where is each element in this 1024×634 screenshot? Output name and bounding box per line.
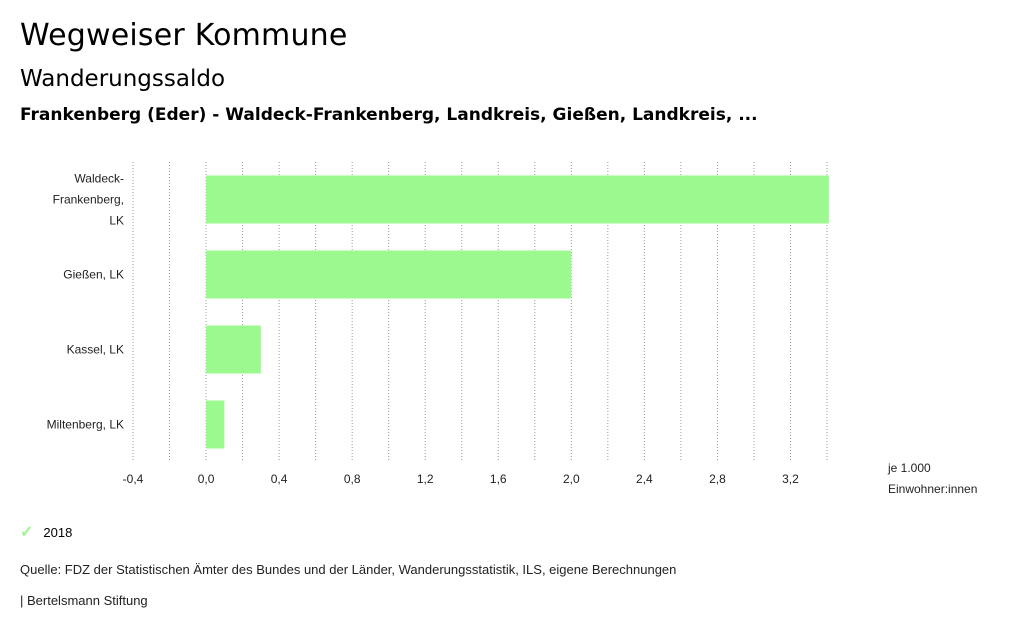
category-label: Gießen, LK — [63, 268, 124, 282]
x-tick-label: -0,4 — [123, 472, 144, 486]
bar — [206, 400, 225, 449]
legend-label: 2018 — [43, 524, 73, 540]
x-tick-label: 2,8 — [709, 472, 726, 486]
chart-subtitle: Wanderungssaldo — [20, 66, 226, 92]
grid-lines — [132, 162, 828, 462]
checkmark-icon: ✓ — [20, 524, 34, 541]
source-note: Quelle: FDZ der Statistischen Ämter des … — [20, 562, 677, 577]
bar — [206, 175, 829, 224]
x-tick-label: 0,4 — [271, 472, 288, 486]
category-label: Kassel, LK — [67, 343, 124, 357]
category-label: LK — [109, 214, 124, 228]
x-tick-label: 3,2 — [782, 472, 799, 486]
region-title: Frankenberg (Eder) - Waldeck-Frankenberg… — [20, 105, 758, 125]
bars — [206, 175, 829, 449]
x-tick-label: 2,0 — [563, 472, 580, 486]
x-tick-label: 1,6 — [490, 472, 507, 486]
x-tick-label: 0,8 — [344, 472, 361, 486]
x-tick-label: 0,0 — [198, 472, 215, 486]
bar — [206, 250, 572, 299]
x-tick-labels: -0,4 0,0 0,4 0,8 1,2 1,6 2,0 2,4 2,8 3,2 — [123, 472, 799, 486]
unit-label-line: je 1.000 — [887, 461, 931, 475]
category-label: Frankenberg, — [53, 193, 124, 207]
bar — [206, 325, 261, 374]
legend-item-2018[interactable]: ✓ 2018 — [20, 522, 72, 542]
category-label: Miltenberg, LK — [47, 418, 124, 432]
x-tick-label: 2,4 — [636, 472, 653, 486]
page-title: Wegweiser Kommune — [20, 18, 348, 53]
unit-label: je 1.000 Einwohner:innen — [887, 461, 977, 496]
credit-note: | Bertelsmann Stiftung — [20, 593, 148, 608]
x-tick-label: 1,2 — [417, 472, 434, 486]
category-labels: Waldeck- Frankenberg, LK Gießen, LK Kassel, … — [47, 172, 124, 432]
category-label: Waldeck- — [74, 172, 124, 186]
unit-label-line: Einwohner:innen — [888, 482, 977, 496]
